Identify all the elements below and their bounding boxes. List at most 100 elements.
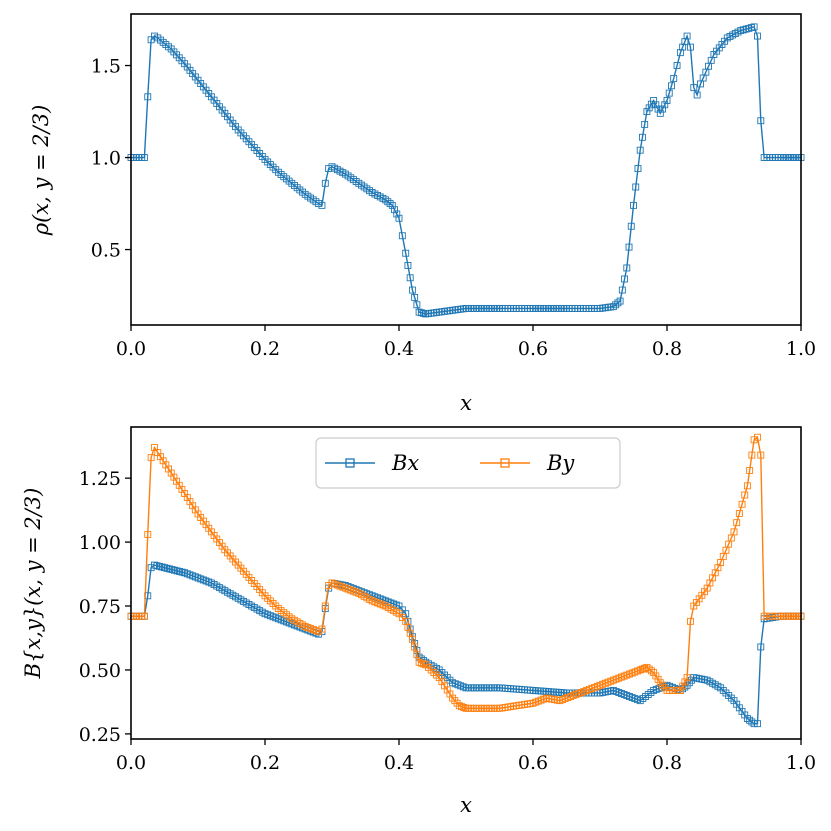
legend-marker-bx <box>345 458 355 468</box>
data-point-by <box>458 703 465 711</box>
legend-entry-bx: Bx <box>325 451 419 475</box>
data-point-rho <box>659 105 666 113</box>
plot-frame <box>130 13 802 326</box>
data-point-by <box>738 500 746 508</box>
data-point-rho <box>618 286 626 294</box>
y-tick-label: 0.25 <box>79 724 121 746</box>
data-point-by <box>683 674 691 682</box>
data-point-by <box>408 635 416 643</box>
data-point-by <box>659 681 666 689</box>
data-point-by <box>676 686 684 694</box>
data-point-rho <box>398 232 406 240</box>
data-point-bx <box>171 566 179 574</box>
data-point-rho <box>140 154 148 161</box>
data-point-rho <box>411 293 419 301</box>
x-axis-label: x <box>460 391 472 415</box>
data-point-rho <box>670 74 678 82</box>
x-tick-label: 0.0 <box>116 338 146 360</box>
x-tick-label: 1.0 <box>786 752 816 774</box>
y-tick-label: 1.0 <box>91 148 121 170</box>
x-tick-label: 0.8 <box>652 338 682 360</box>
data-point-bx <box>153 562 161 570</box>
data-point-rho <box>641 120 649 128</box>
data-point-bx <box>161 564 168 572</box>
data-point-bx <box>166 565 173 573</box>
x-tick-label: 0.6 <box>518 338 548 360</box>
data-point-rho <box>420 309 428 317</box>
data-point-rho <box>616 297 624 305</box>
data-point-by <box>746 467 754 474</box>
data-point-rho <box>690 84 698 92</box>
data-point-rho <box>393 210 401 218</box>
y-tick-label: 0.75 <box>79 596 121 618</box>
data-point-rho <box>609 303 617 311</box>
data-point-rho <box>654 105 662 113</box>
x-tick-label: 1.0 <box>786 338 816 360</box>
data-point-by <box>318 625 326 633</box>
data-point-by <box>757 451 765 459</box>
data-point-rho <box>681 38 689 46</box>
data-point-rho <box>668 82 675 90</box>
data-point-rho <box>676 49 684 57</box>
data-point-rho <box>406 274 414 282</box>
data-point-rho <box>627 222 635 230</box>
data-point-rho <box>144 93 152 101</box>
data-point-rho <box>623 264 631 272</box>
data-point-bx <box>163 564 171 572</box>
data-point-rho <box>388 201 396 209</box>
data-point-rho <box>673 62 681 69</box>
data-point-by <box>735 509 743 517</box>
data-point-rho <box>386 200 394 207</box>
x-tick-label: 0.8 <box>652 752 682 774</box>
data-point-by <box>417 659 425 667</box>
x-tick-label: 0.4 <box>384 338 414 360</box>
data-point-by <box>140 612 148 620</box>
legend-label-bx: Bx <box>391 451 419 475</box>
data-point-rho <box>382 196 390 204</box>
data-point-rho <box>754 32 761 40</box>
data-point-by <box>144 530 152 538</box>
density-series <box>127 23 805 318</box>
data-point-by <box>641 664 649 672</box>
x-axis-ticks: 0.0 0.2 0.4 0.6 0.8 1.0 <box>116 739 816 774</box>
data-point-by <box>460 704 468 711</box>
data-point-rho <box>652 101 660 109</box>
data-point-rho <box>687 43 694 51</box>
data-point-rho <box>645 104 653 112</box>
data-point-by <box>413 651 421 659</box>
data-point-by <box>748 451 756 459</box>
data-point-by <box>743 482 751 490</box>
data-point-by <box>741 491 749 499</box>
data-point-bx <box>176 568 184 575</box>
data-point-by <box>754 433 761 441</box>
data-point-rho <box>318 201 326 209</box>
y-axis-label: B{x,y}(x, y = 2/3) <box>21 488 45 680</box>
data-point-bx <box>158 563 166 571</box>
series-line-bx <box>131 564 801 725</box>
data-point-rho <box>757 117 765 125</box>
data-point-rho <box>632 183 640 191</box>
data-point-rho <box>636 146 644 154</box>
data-point-rho <box>634 165 642 173</box>
data-point-by <box>638 665 646 673</box>
legend-entry-by: By <box>480 451 575 475</box>
data-point-rho <box>630 201 637 209</box>
magnetic-field-plot: 0.0 0.2 0.4 0.6 0.8 1.0 0.250.500.751.001.25 … <box>21 426 816 817</box>
data-point-rho <box>621 275 629 283</box>
data-point-rho <box>614 299 622 307</box>
density-plot: 0.0 0.2 0.4 0.6 0.8 1.0 0.5 1.0 1.5 x ρ(x, y = … <box>29 13 816 415</box>
data-point-by <box>681 678 689 686</box>
y-tick-label: 1.5 <box>91 56 121 78</box>
data-point-rho <box>638 133 646 141</box>
y-tick-label: 1.00 <box>79 532 121 554</box>
series-line-rho <box>131 26 801 315</box>
data-point-by <box>636 666 644 674</box>
data-point-rho <box>408 286 416 294</box>
y-axis-ticks: 0.25 0.50 0.75 1.00 1.25 <box>79 468 131 746</box>
data-point-rho <box>661 101 669 109</box>
data-point-rho <box>395 214 403 222</box>
data-point-rho <box>679 43 687 51</box>
data-point-by <box>455 702 463 710</box>
data-point-bx <box>754 720 761 728</box>
